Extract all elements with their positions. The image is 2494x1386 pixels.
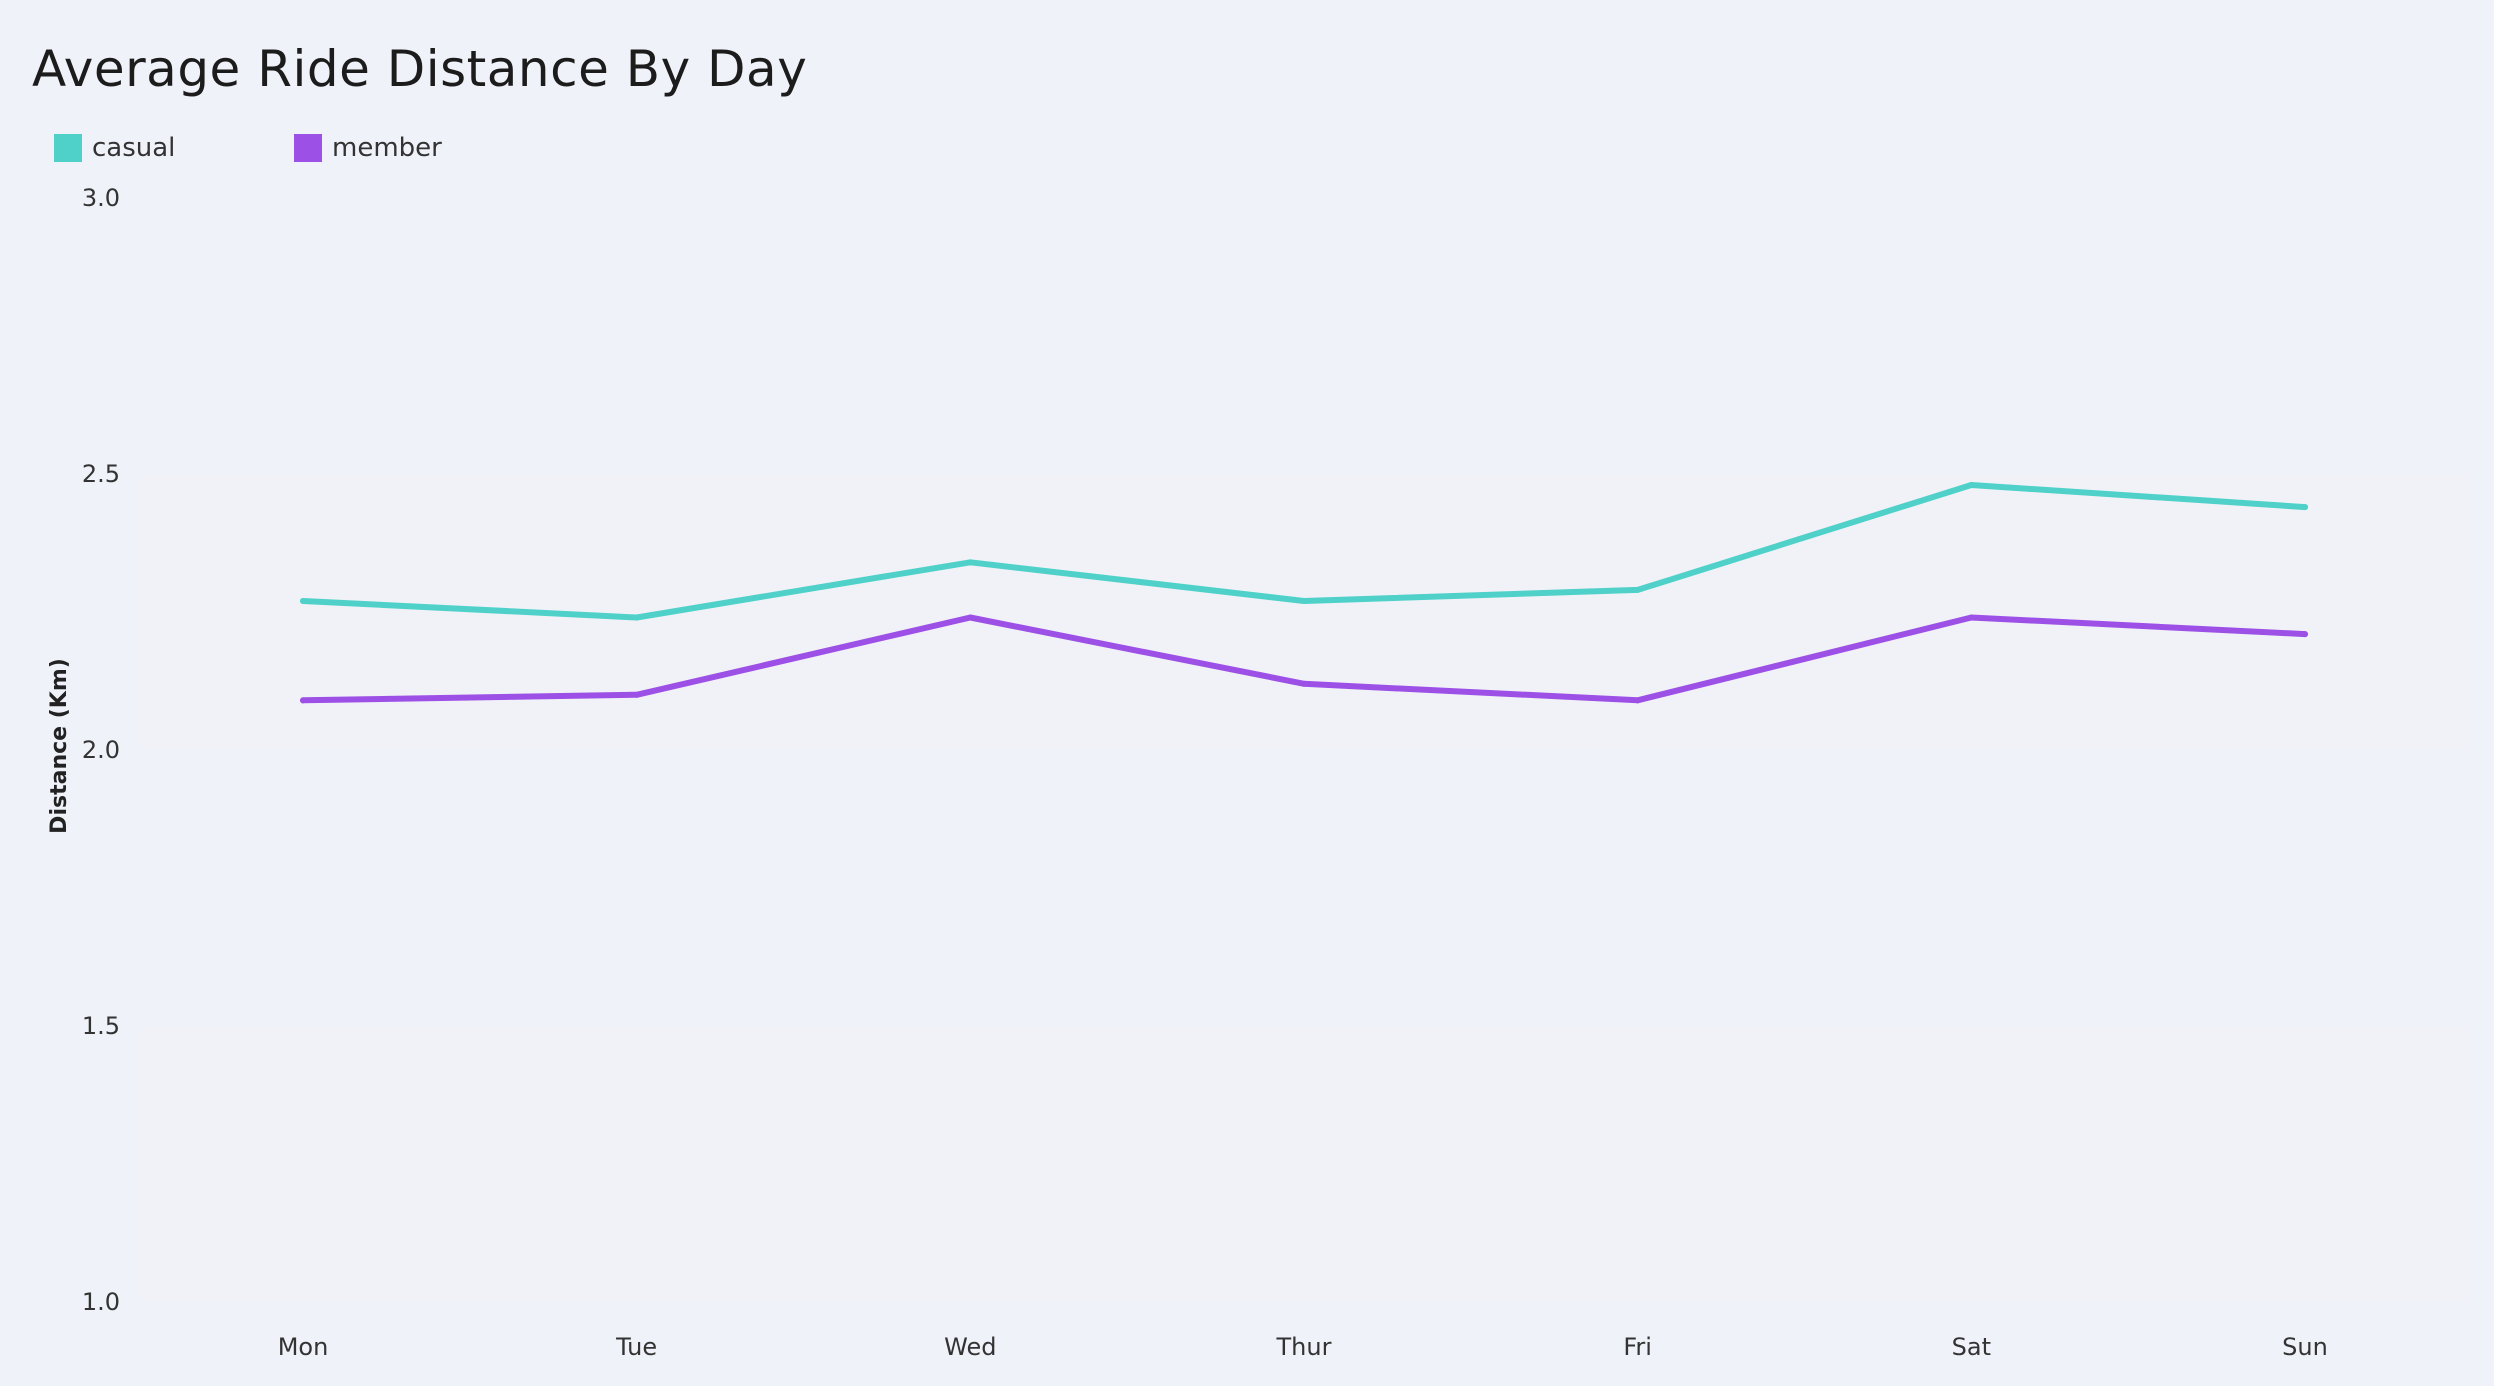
data-point-casual <box>1968 482 1975 489</box>
x-tick-label: Thur <box>1276 1333 1332 1361</box>
data-point-member <box>1634 697 1641 704</box>
grid-band <box>140 750 2470 1026</box>
legend-label-casual: casual <box>92 133 176 163</box>
data-point-casual <box>1634 586 1641 593</box>
legend-label-member: member <box>332 133 442 163</box>
y-tick-label: 1.0 <box>82 1288 120 1316</box>
x-tick-label: Wed <box>944 1333 996 1361</box>
legend-swatch-casual <box>54 134 82 162</box>
data-point-casual <box>1301 597 1307 604</box>
y-tick-label: 1.5 <box>82 1012 120 1040</box>
y-axis-title: Distance (Km) <box>47 658 72 834</box>
data-point-member <box>1301 680 1307 687</box>
data-point-casual <box>300 597 306 604</box>
y-tick-label: 3.0 <box>82 184 120 212</box>
x-tick-label: Tue <box>615 1333 657 1361</box>
data-point-member <box>300 697 306 704</box>
y-tick-label: 2.5 <box>82 460 120 488</box>
data-point-member <box>633 691 640 698</box>
data-point-casual <box>633 614 640 621</box>
x-tick-label: Fri <box>1623 1333 1652 1361</box>
legend-item-member[interactable]: member <box>294 133 442 163</box>
grid-band <box>140 1026 2470 1302</box>
grid-band <box>140 198 2470 474</box>
x-tick-label: Sat <box>1952 1333 1991 1361</box>
data-point-casual <box>967 559 974 566</box>
data-point-casual <box>2302 504 2308 511</box>
chart-title: Average Ride Distance By Day <box>32 40 808 98</box>
data-point-member <box>967 614 974 621</box>
legend-swatch-member <box>294 134 322 162</box>
x-tick-label: Sun <box>2282 1333 2328 1361</box>
data-point-member <box>1968 614 1975 621</box>
y-tick-label: 2.0 <box>82 736 120 764</box>
legend-item-casual[interactable]: casual <box>54 133 175 163</box>
x-tick-label: Mon <box>278 1333 329 1361</box>
data-point-member <box>2302 631 2308 638</box>
